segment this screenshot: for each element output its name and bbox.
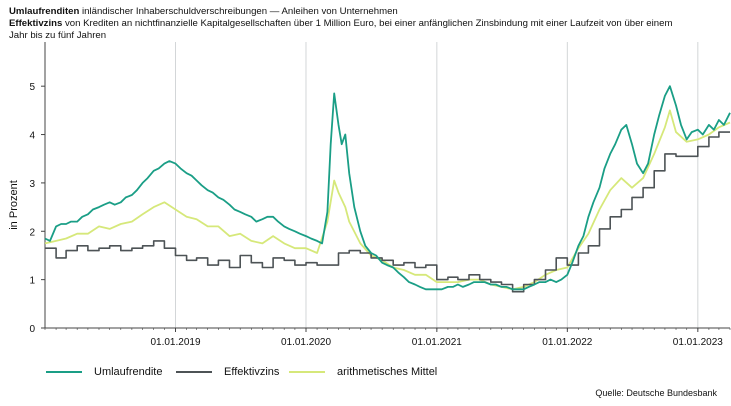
series-line-umlaufrendite bbox=[44, 85, 731, 291]
grid bbox=[174, 42, 699, 328]
legend-label-effektivzins: Effektivzins bbox=[224, 366, 280, 378]
y-tick-label: 1 bbox=[29, 276, 35, 287]
x-tick-label: 01.01.2023 bbox=[673, 337, 723, 348]
axes: 01.01.2019 01.01.2020 01.01.2021 01.01.2022… bbox=[29, 42, 731, 348]
legend-swatch-umlaufrendite bbox=[46, 371, 82, 373]
x-tick-label: 01.01.2019 bbox=[150, 337, 200, 348]
source-note: Quelle: Deutsche Bundesbank bbox=[595, 388, 717, 398]
legend-swatch-arithmetisches-mittel bbox=[289, 371, 325, 373]
y-tick-label: 2 bbox=[29, 227, 35, 238]
y-axis-label: in Prozent bbox=[8, 180, 20, 230]
series-line-arithmetisches-mittel bbox=[44, 109, 731, 291]
legend-label-arithmetisches-mittel: arithmetisches Mittel bbox=[337, 366, 438, 378]
x-tick-label: 01.01.2020 bbox=[281, 337, 331, 348]
legend-swatch-effektivzins bbox=[176, 371, 212, 373]
series-line-effektivzins bbox=[45, 131, 730, 293]
y-tick-label: 4 bbox=[29, 131, 35, 142]
title-line-2: Effektivzins von Krediten an nichtfinanz… bbox=[9, 18, 724, 30]
title-bold-umlaufrenditen: Umlaufrenditen bbox=[9, 6, 80, 17]
y-tick-label: 0 bbox=[29, 324, 35, 335]
title-rest-1: inländischer Inhaberschuldverschreibunge… bbox=[79, 6, 398, 17]
y-tick-label: 5 bbox=[29, 82, 35, 93]
title-bold-effektivzins: Effektivzins bbox=[9, 18, 63, 29]
chart-header: Umlaufrenditen inländischer Inhaberschul… bbox=[9, 6, 724, 42]
title-line-1: Umlaufrenditen inländischer Inhaberschul… bbox=[9, 6, 724, 18]
x-tick-label: 01.01.2021 bbox=[412, 337, 462, 348]
series bbox=[44, 85, 731, 293]
title-line-3: Jahr bis zu fünf Jahren bbox=[9, 30, 107, 41]
legend-label-umlaufrendite: Umlaufrendite bbox=[94, 366, 163, 378]
title-rest-2: von Krediten an nichtfinanzielle Kapital… bbox=[62, 18, 673, 29]
y-tick-label: 3 bbox=[29, 179, 35, 190]
x-tick-label: 01.01.2022 bbox=[542, 337, 592, 348]
